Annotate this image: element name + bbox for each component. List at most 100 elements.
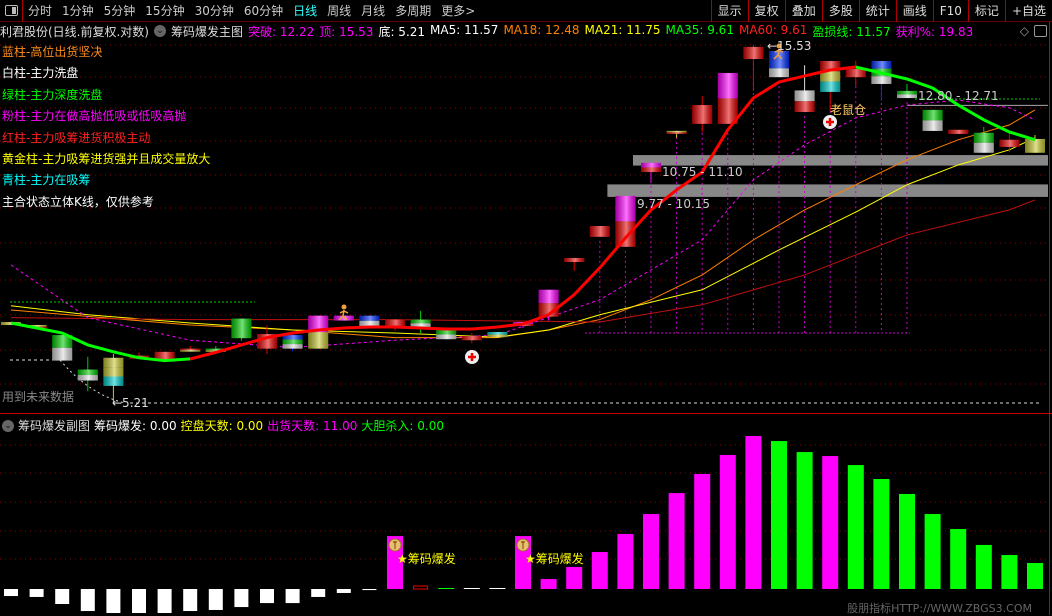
ma-line xyxy=(10,99,1036,349)
volume-bar xyxy=(208,589,223,610)
top-price-label: ←15.53 xyxy=(767,39,812,53)
indicator-value: MA35: 9.61 xyxy=(665,22,734,37)
indicator-value: MA21: 11.75 xyxy=(584,22,661,37)
window-toggle-icon[interactable] xyxy=(1034,25,1047,37)
volume-bar xyxy=(55,589,70,604)
toolbar-button[interactable]: F10 xyxy=(932,0,968,22)
period-tabs: 分时 1分钟 5分钟 15分钟 30分钟 60分钟 日线 周线 月线 多周期 更多> xyxy=(23,2,480,19)
volume-bar xyxy=(950,529,967,589)
toolbar-button[interactable]: 显示 xyxy=(710,0,748,22)
support-band xyxy=(633,155,1048,166)
toolbar-button[interactable]: 画线 xyxy=(895,0,933,22)
candle-shade xyxy=(794,90,815,112)
period-tab[interactable]: 周线 xyxy=(327,4,352,18)
volume-bar xyxy=(899,493,915,589)
toolbar-button[interactable]: 叠加 xyxy=(784,0,822,22)
sub-indicator-value: 出货天数: 11.00 xyxy=(267,419,358,433)
panel-divider[interactable] xyxy=(0,413,1052,414)
indicator-value: 获利%: 19.83 xyxy=(895,24,974,39)
legend-item: 青柱-主力在吸筹 xyxy=(2,173,91,188)
volume-bar xyxy=(234,589,249,608)
candle-shade xyxy=(538,289,559,317)
plus-icon xyxy=(468,353,476,361)
indicator-value: MA5: 11.57 xyxy=(430,22,499,37)
period-tab[interactable]: 更多> xyxy=(441,4,476,18)
volume-bar xyxy=(106,589,121,614)
panel-toggle-icon[interactable] xyxy=(0,0,23,22)
diamond-icon[interactable]: ◇ xyxy=(1019,24,1029,38)
volume-bar xyxy=(336,589,351,593)
color-legend: 蓝柱-高位出货坚决 白柱-主力洗盘 绿柱-主力深度洗盘 粉柱-主力在做高抛低吸或低吸高… xyxy=(2,42,210,213)
period-tab[interactable]: 60分钟 xyxy=(243,4,284,18)
volume-bar xyxy=(311,589,326,597)
volume-bar xyxy=(591,551,608,589)
sub-indicator-dropdown-icon[interactable]: ⌄ xyxy=(2,419,14,432)
toolbar-button[interactable]: 统计 xyxy=(858,0,896,22)
ma-line xyxy=(10,199,1036,323)
candle-shade xyxy=(692,105,713,124)
volume-bar xyxy=(694,473,711,589)
period-tab[interactable]: 月线 xyxy=(361,4,386,18)
toolbar: 分时 1分钟 5分钟 15分钟 30分钟 60分钟 日线 周线 月线 多周期 更多> 显示 复权 叠加多… xyxy=(0,0,1052,22)
toolbar-button[interactable]: +自选 xyxy=(1004,0,1052,22)
volume-bar xyxy=(771,441,787,589)
period-tab[interactable]: 15分钟 xyxy=(145,4,185,18)
period-tab[interactable]: 分时 xyxy=(28,4,53,18)
volume-bar xyxy=(80,589,95,612)
candle-shade xyxy=(103,357,124,386)
volume-bar xyxy=(873,478,890,589)
legend-item: 黄金柱-主力吸筹进货强并且成交量放大 xyxy=(2,152,211,167)
candle-shade xyxy=(308,315,329,349)
candle-shade xyxy=(52,335,73,361)
stock-title: 利君股份(日线.前复权.对数) xyxy=(0,24,149,39)
period-tab[interactable]: 1分钟 xyxy=(62,4,94,18)
candle-shade xyxy=(461,336,482,341)
volume-bar xyxy=(566,566,583,589)
sub-info-row: ⌄ 筹码爆发副图 筹码爆发: 0.00 控盘天数: 0.00 出货天数: 11.00… xyxy=(2,417,452,434)
candle-shade xyxy=(820,61,841,92)
bottom-price-label: ←5.21 xyxy=(112,396,149,410)
toolbar-button[interactable]: 多股 xyxy=(821,0,859,22)
indicator-value: MA18: 12.48 xyxy=(503,22,580,37)
volume-bar xyxy=(260,589,274,604)
runner-icon xyxy=(338,309,349,321)
period-tab[interactable]: 5分钟 xyxy=(103,4,136,18)
candle-shade xyxy=(359,315,380,326)
volume-bar xyxy=(157,589,172,614)
volume-bar xyxy=(540,579,557,589)
band-label-2: 10.75 - 11.10 xyxy=(662,165,743,179)
volume-bar xyxy=(285,589,300,604)
indicator-values: 突破: 12.22 顶: 15.53 底: 5.21 MA5: 11.57 MA18: … xyxy=(248,23,978,40)
candle-shade xyxy=(410,319,431,327)
sub-indicator-value: 大胆杀入: 0.00 xyxy=(361,419,444,433)
volume-bar xyxy=(489,588,506,589)
candle-shade xyxy=(333,315,354,321)
volume-bar xyxy=(183,589,198,612)
volume-bar xyxy=(745,436,762,589)
volume-bar xyxy=(362,589,377,591)
volume-bar xyxy=(847,465,864,589)
legend-item: 粉柱-主力在做高抛低吸或低吸高抛 xyxy=(2,109,187,124)
period-tab[interactable]: 多周期 xyxy=(395,4,432,18)
runner-icon xyxy=(776,43,782,49)
volume-bar xyxy=(413,585,429,590)
period-tab[interactable]: 30分钟 xyxy=(194,4,234,18)
watermark: 股朋指标HTTP://WWW.ZBGS3.COM xyxy=(847,602,1032,615)
candle-shade xyxy=(154,351,175,360)
toolbar-button[interactable]: 标记 xyxy=(967,0,1005,22)
legend-item: 白柱-主力洗盘 xyxy=(2,66,79,81)
sub-indicator-value: 筹码爆发: 0.00 xyxy=(94,419,177,433)
period-tab[interactable]: 日线 xyxy=(293,4,318,18)
profit-loss-line xyxy=(855,65,1036,142)
indicator-value: 突破: 12.22 xyxy=(248,24,315,39)
indicator-dropdown-icon[interactable]: ⌄ xyxy=(154,25,166,37)
candle-shade xyxy=(845,69,866,78)
toolbar-buttons: 显示 复权 叠加 多股 统计 画线 F10 标记 +自选 xyxy=(710,0,1052,22)
candle-shade xyxy=(589,226,610,237)
sub-indicator-name[interactable]: 筹码爆发副图 xyxy=(18,419,91,433)
plus-icon xyxy=(826,118,834,126)
indicator-name[interactable]: 筹码爆发主图 xyxy=(171,24,244,39)
toolbar-button[interactable]: 复权 xyxy=(747,0,785,22)
candle-shade xyxy=(641,162,661,173)
